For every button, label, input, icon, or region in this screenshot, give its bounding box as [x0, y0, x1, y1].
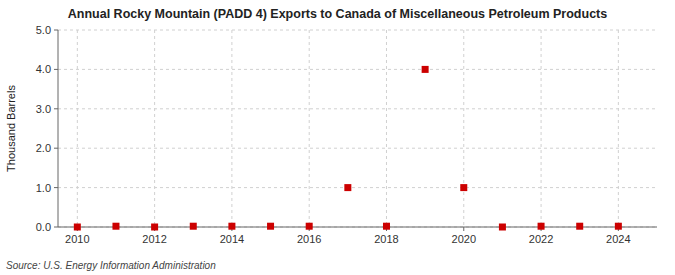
x-axis: [58, 227, 657, 228]
grid-line-y: [58, 69, 657, 70]
grid-line-x: [386, 30, 387, 227]
point: [306, 223, 313, 230]
tick-label-x: 2016: [297, 233, 321, 245]
tick-label-y: 5.0: [36, 24, 51, 36]
grid-line-y: [58, 30, 657, 31]
tick-y: [54, 227, 58, 228]
grid-line-x: [309, 30, 310, 227]
tick-y: [54, 148, 58, 149]
point: [538, 223, 545, 230]
tick-x: [463, 227, 464, 231]
tick-label-x: 2018: [374, 233, 398, 245]
grid-line-x: [541, 30, 542, 227]
chart: Annual Rocky Mountain (PADD 4) Exports t…: [0, 0, 675, 275]
point: [576, 223, 583, 230]
grid-line-x: [154, 30, 155, 227]
grid-line-x: [77, 30, 78, 227]
grid-line-y: [58, 187, 657, 188]
point: [228, 223, 235, 230]
tick-label-x: 2020: [452, 233, 476, 245]
point: [344, 184, 351, 191]
tick-label-y: 2.0: [36, 142, 51, 154]
grid: [58, 30, 657, 227]
point: [151, 224, 158, 231]
tick-label-x: 2014: [220, 233, 244, 245]
grid-line-y: [58, 148, 657, 149]
grid-line-x: [463, 30, 464, 227]
grid-line-x: [618, 30, 619, 227]
point: [112, 223, 119, 230]
tick-label-y: 0.0: [36, 221, 51, 233]
tick-label-x: 2010: [65, 233, 89, 245]
y-axis: [58, 30, 59, 227]
points: [74, 66, 622, 231]
grid-line-y: [58, 108, 657, 109]
tick-label-y: 3.0: [36, 103, 51, 115]
ticks: 0.0 1.0 2.0 3.0 4.0 5.0 2010 2012 2014 2016 2018 20…: [36, 24, 631, 245]
tick-label-x: 2022: [529, 233, 553, 245]
tick-y: [54, 30, 58, 31]
title: Annual Rocky Mountain (PADD 4) Exports t…: [68, 7, 607, 21]
point: [74, 224, 81, 231]
tick-label-x: 2012: [142, 233, 166, 245]
point: [615, 223, 622, 230]
tick-y: [54, 69, 58, 70]
source: Source: U.S. Energy Information Administ…: [6, 260, 216, 271]
point: [460, 184, 467, 191]
point: [499, 224, 506, 231]
point: [383, 223, 390, 230]
point: [190, 223, 197, 230]
tick-label-y: 1.0: [36, 182, 51, 194]
grid-line-x: [231, 30, 232, 227]
tick-label-x: 2024: [606, 233, 630, 245]
point: [267, 223, 274, 230]
grid-line-y: [58, 227, 657, 228]
tick-label-y: 4.0: [36, 63, 51, 75]
tick-y: [54, 187, 58, 188]
point: [422, 66, 429, 73]
tick-y: [54, 108, 58, 109]
y-axis-label: Thousand Barrels: [5, 85, 17, 172]
